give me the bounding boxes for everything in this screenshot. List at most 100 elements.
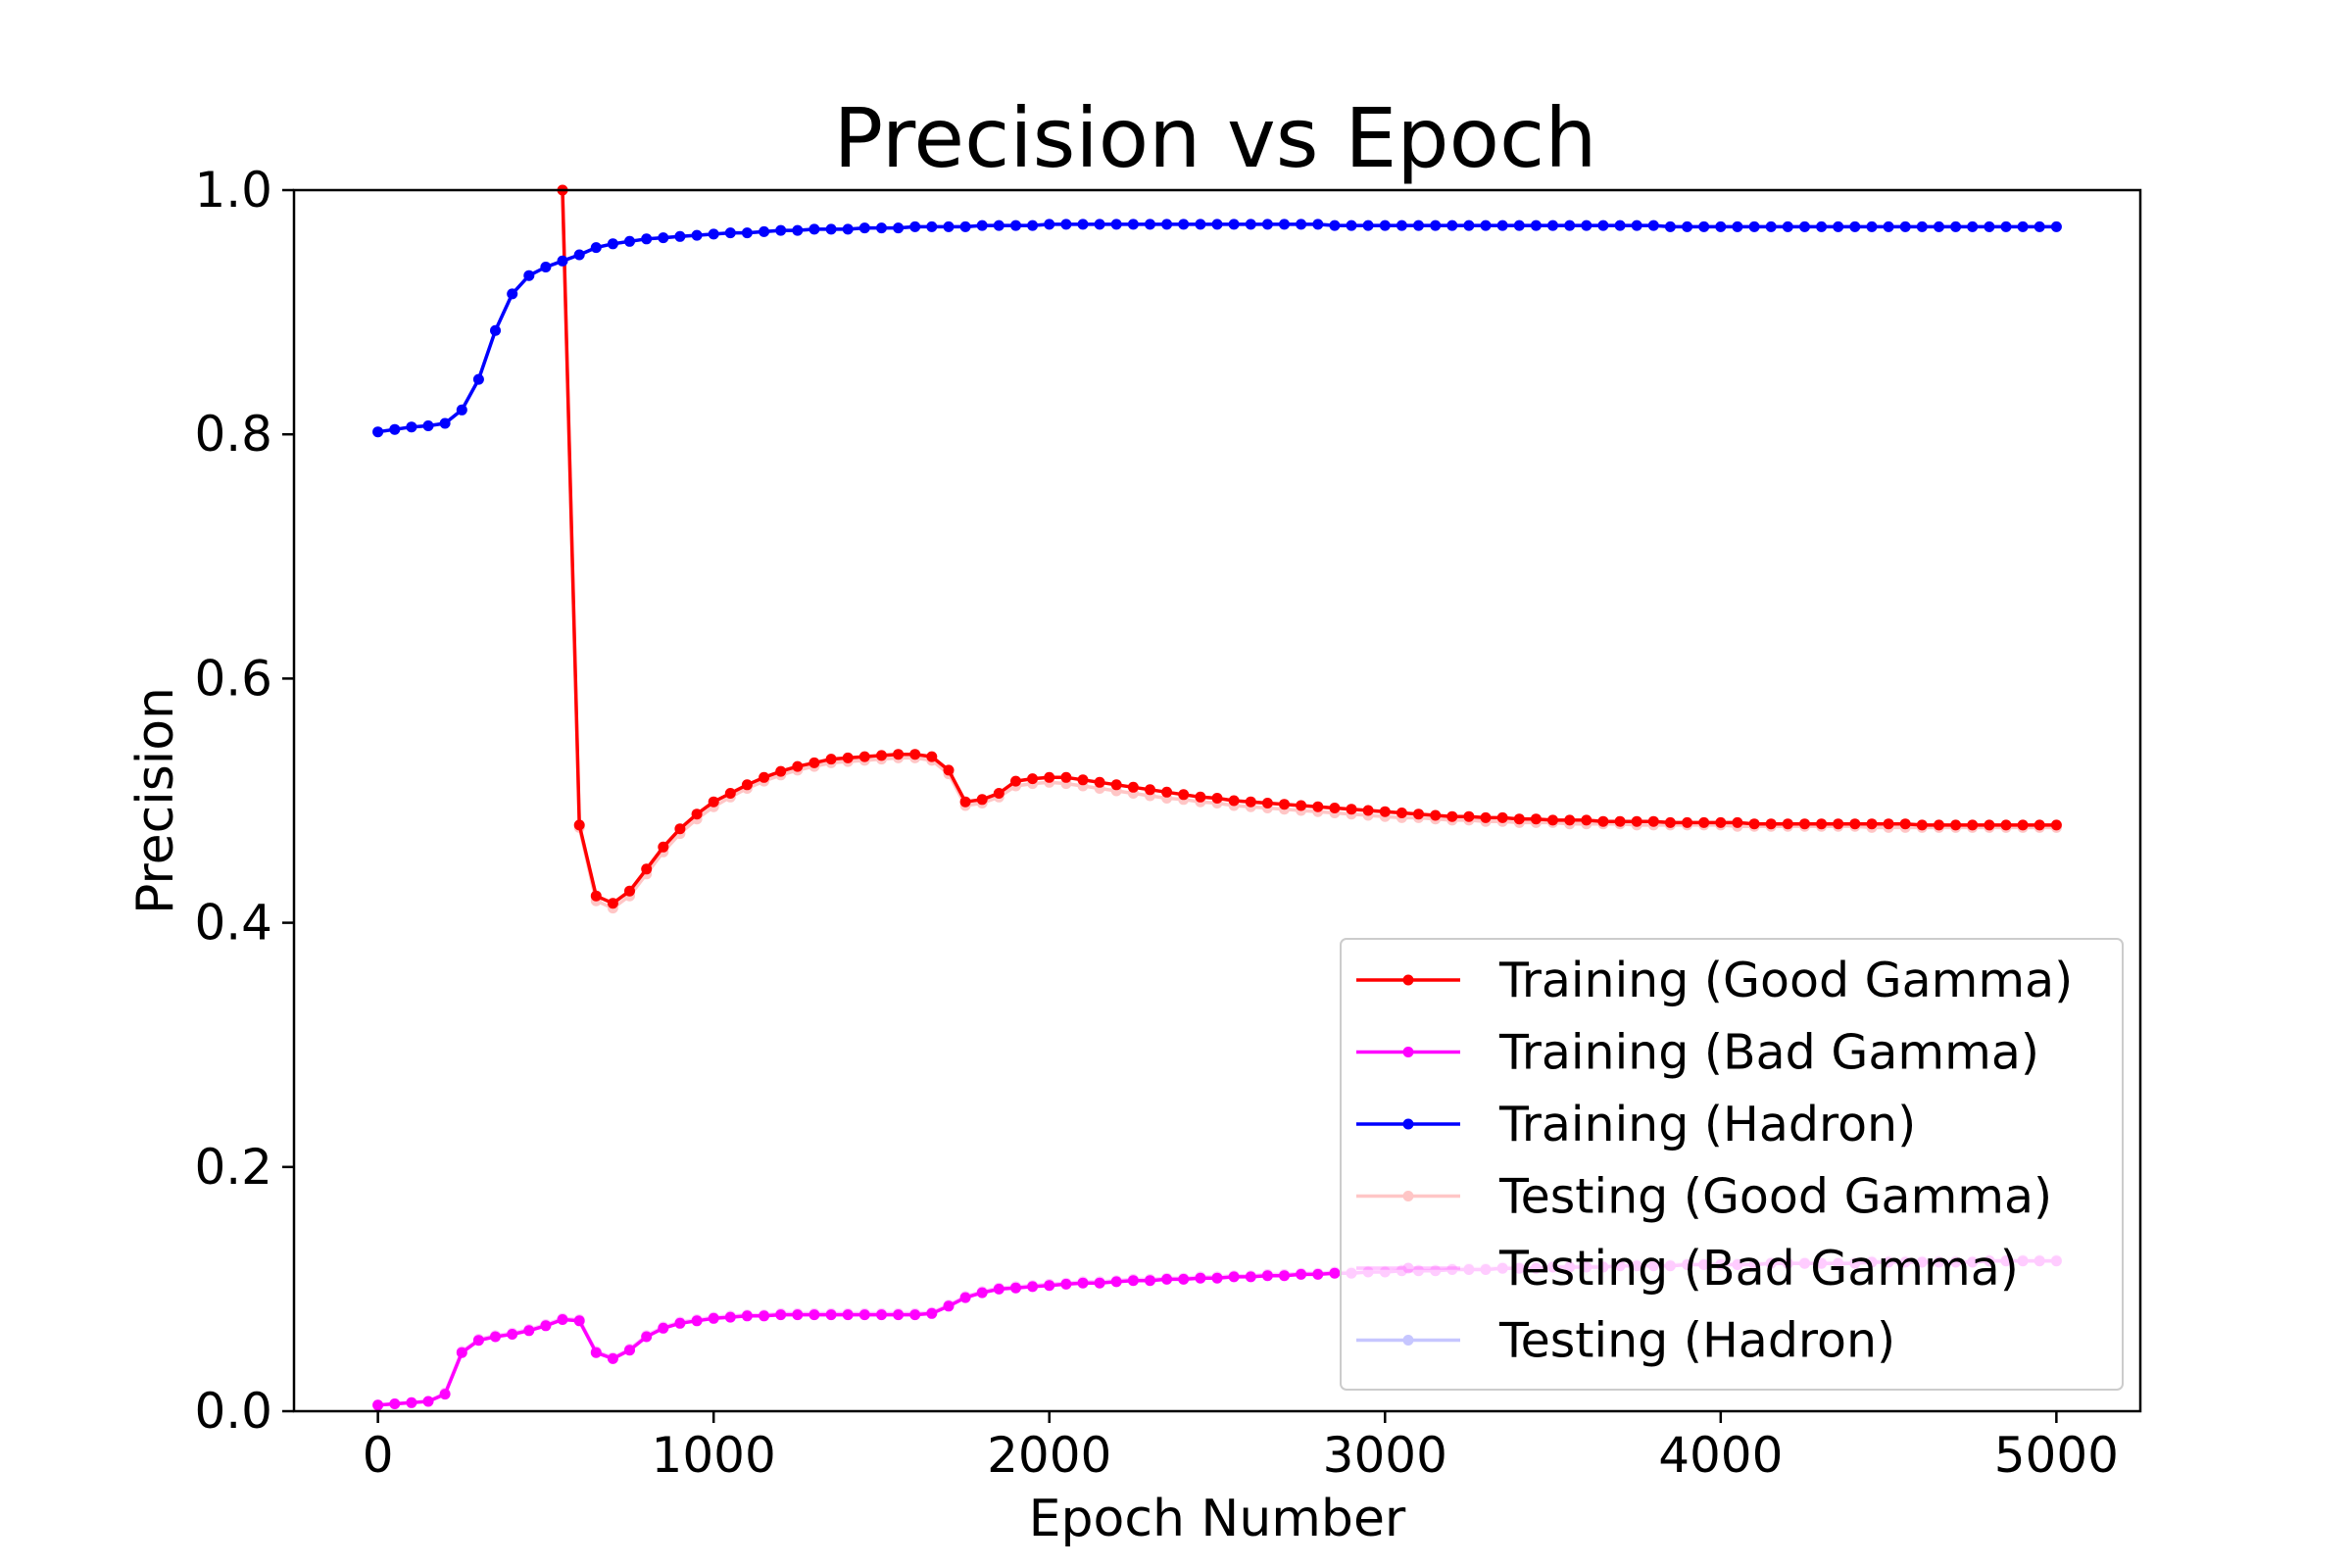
data-point [1110,1276,1122,1288]
data-point [893,749,905,760]
data-point [1581,814,1592,826]
data-point [959,1292,971,1303]
data-point [456,1347,467,1358]
data-point [926,751,938,762]
data-point [2017,220,2029,232]
data-point [1211,219,1223,230]
data-point [472,373,484,385]
plot-frame [292,188,2142,1413]
legend: Training (Good Gamma) Training (Bad Gamma… [1340,938,2124,1391]
x-tick-label: 1000 [652,1427,776,1484]
data-point [1631,220,1642,231]
data-point [808,223,820,235]
legend-swatch-marker [1402,1262,1414,1274]
data-point [825,223,837,235]
data-point [1564,814,1576,826]
data-point [1496,811,1508,823]
data-point [724,788,736,799]
data-point [1228,795,1240,807]
data-point [1010,1282,1021,1294]
data-point [1261,1270,1273,1282]
data-point [708,796,719,808]
data-point [893,222,905,234]
data-point [1127,1275,1139,1287]
data-point [1145,219,1155,230]
data-point [590,1347,602,1358]
legend-entry: Training (Good Gamma) [1356,953,2073,1008]
data-point [1312,219,1324,230]
data-point [2017,819,2029,831]
y-tick-label: 0.8 [194,406,272,463]
data-point [792,1309,804,1321]
data-point [759,225,770,237]
data-point [507,1329,518,1340]
data-point [1329,803,1341,813]
data-point [1413,808,1424,820]
y-tick-label: 0.6 [194,650,272,707]
legend-swatch [1356,1262,1460,1274]
data-point [624,1345,635,1356]
data-point [1799,220,1810,232]
data-point [993,1283,1004,1295]
data-point [976,220,988,231]
legend-label: Testing (Good Gamma) [1498,1169,2052,1225]
data-point [674,823,686,835]
data-point [472,1335,484,1347]
data-point [1346,804,1357,815]
data-point [1934,819,1944,831]
data-point [993,220,1004,231]
data-point [1446,810,1458,822]
data-point [1110,779,1122,791]
data-point [557,1314,568,1325]
data-point [1950,220,1962,232]
data-point [775,765,787,777]
x-tick-label: 0 [363,1427,394,1484]
data-point [590,242,602,254]
data-point [842,1309,854,1321]
data-point [1513,220,1525,231]
data-point [1564,220,1576,231]
data-point [893,1309,905,1321]
data-point [1698,816,1710,828]
data-point [876,1309,887,1321]
data-point [624,885,635,897]
data-point [1161,786,1173,798]
data-point [759,771,770,783]
data-point [1950,819,1962,831]
data-point [1782,220,1793,232]
data-point [1647,815,1659,827]
data-point [1379,806,1391,817]
legend-box [1340,938,2124,1391]
data-point [1178,789,1190,801]
data-point [1430,220,1442,231]
data-point [1614,220,1626,231]
data-point [1984,220,1995,232]
data-point [607,238,618,250]
data-point [1597,220,1609,231]
data-point [674,230,686,242]
data-point [1195,1272,1206,1284]
data-point [2034,819,2045,831]
x-tick-label: 5000 [1994,1427,2119,1484]
legend-entry: Training (Hadron) [1356,1097,1916,1152]
data-point [724,227,736,239]
data-point [1077,1277,1089,1289]
data-point [808,1309,820,1321]
chart-title: Precision vs Epoch [834,90,1597,186]
data-point [691,808,703,820]
data-point [1631,815,1642,827]
data-point [1480,220,1492,231]
data-point [406,1396,417,1408]
data-point [741,779,753,791]
data-point [372,426,384,438]
data-point [1967,220,1979,232]
data-point [1866,818,1878,830]
legend-label: Testing (Bad Gamma) [1498,1241,2019,1297]
data-point [943,764,955,776]
data-point [708,228,719,240]
data-point [507,288,518,300]
x-tick-label: 2000 [987,1427,1111,1484]
data-point [1010,775,1021,787]
data-point [1463,220,1475,231]
data-point [909,220,921,232]
